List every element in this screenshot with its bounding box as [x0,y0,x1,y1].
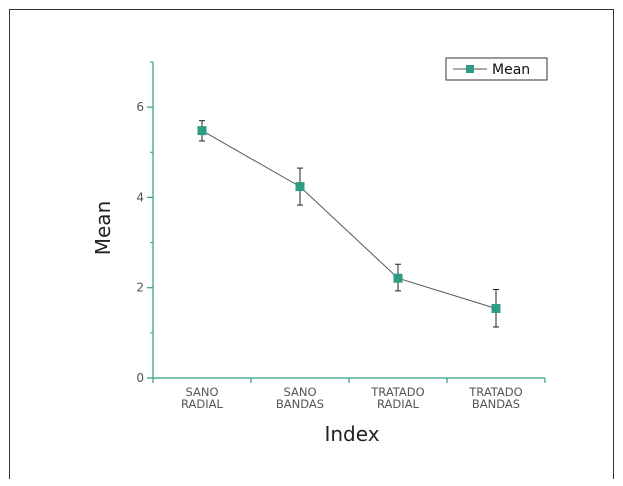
legend-box [445,57,548,81]
axes: 0 2 4 6 SANO RADIAL SANO BANDAS TRATADO RADIAL TRA… [136,61,546,411]
y-tick-label: 2 [136,281,144,295]
x-tick-label: TRATADO RADIAL [370,385,424,411]
y-tick-label: 0 [136,371,144,385]
data-point [295,182,305,192]
x-tick-label: SANO BANDAS [276,385,324,411]
y-tick-label: 6 [136,100,144,114]
chart-frame [9,9,614,479]
data-marks [197,120,501,328]
legend: Mean [445,57,548,81]
data-point [393,273,403,283]
y-axis-title: Mean [91,201,115,256]
data-point [197,126,207,136]
y-tick-label: 4 [136,190,144,204]
legend-marker [466,65,474,73]
x-axis-title: Index [324,422,379,446]
data-point [491,303,501,313]
x-tick-label: SANO RADIAL [181,385,224,411]
x-tick-label: TRATADO BANDAS [468,385,522,411]
legend-label: Mean [492,62,530,78]
series-line [201,130,497,309]
